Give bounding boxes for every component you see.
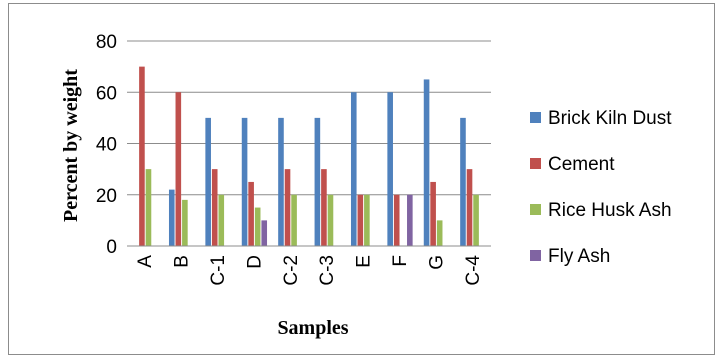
bar-fly-ash-f (407, 194, 413, 246)
legend-swatch (530, 158, 541, 169)
bar-cement-c-1 (211, 169, 218, 246)
bar-cement-c-3 (321, 169, 327, 246)
legend-swatch (530, 250, 541, 261)
bar-cement-b (175, 92, 182, 246)
bar-brick-kiln-dust-c-2 (278, 117, 284, 246)
x-tick-labels: A B C-1 D C-2 C-3 E F G C-4 (135, 255, 484, 286)
legend-label: Rice Husk Ash (548, 200, 672, 221)
legend-label: Cement (548, 154, 615, 175)
bar-brick-kiln-dust-c-4 (460, 117, 466, 246)
legend-label: Brick Kiln Dust (548, 108, 672, 129)
x-tick-label: C-4 (463, 255, 484, 286)
x-axis-title: Samples (277, 317, 348, 339)
chart-area: 0 20 40 60 80 A B C-1 D C-2 C-3 E F G C-4 Percent by … (8, 3, 715, 355)
bar-brick-kiln-dust-f (387, 92, 393, 246)
bar-rice-husk-ash-c-3 (327, 194, 334, 246)
y-axis-title: Percent by weight (60, 69, 82, 222)
bar-rice-husk-ash-e (364, 194, 370, 246)
x-tick-label: G (426, 255, 447, 270)
bar-brick-kiln-dust-c-3 (314, 117, 321, 246)
bar-rice-husk-ash-g (436, 220, 443, 246)
bar-brick-kiln-dust-b (168, 189, 175, 246)
bar-cement-a (139, 66, 145, 246)
bar-rice-husk-ash-a (145, 169, 152, 246)
x-tick-label: E (354, 255, 375, 268)
bar-cement-c-4 (466, 169, 473, 246)
bar-cement-c-2 (284, 169, 291, 246)
bar-cement-g (430, 181, 436, 246)
x-tick-label: D (244, 255, 265, 269)
legend: Brick Kiln Dust Cement Rice Husk Ash Fly As… (530, 108, 672, 267)
bar-rice-husk-ash-c-1 (218, 194, 225, 246)
bar-rice-husk-ash-c-2 (291, 194, 297, 246)
y-tick-label: 60 (96, 83, 117, 104)
x-tick-label: B (172, 255, 193, 268)
bar-brick-kiln-dust-d (241, 117, 248, 246)
y-tick-label: 40 (96, 135, 117, 156)
y-tick-label: 20 (96, 186, 117, 207)
gridlines (127, 40, 491, 196)
x-tick-label: A (135, 255, 156, 268)
bar-rice-husk-ash-d (254, 207, 261, 246)
y-tick-label: 80 (96, 32, 117, 53)
x-tick-label: C-2 (281, 255, 302, 286)
bar-chart: 0 20 40 60 80 A B C-1 D C-2 C-3 E F G C-4 Percent by … (60, 32, 672, 339)
legend-swatch (530, 112, 541, 123)
bar-brick-kiln-dust-e (350, 92, 357, 246)
y-tick-label: 0 (106, 237, 117, 258)
legend-label: Fly Ash (548, 246, 610, 267)
bar-cement-e (357, 194, 364, 246)
y-tick-labels: 0 20 40 60 80 (96, 32, 117, 258)
bar-fly-ash-d (261, 220, 268, 246)
x-tick-label: C-1 (208, 255, 229, 286)
bar-cement-d (248, 181, 254, 246)
legend-swatch (530, 204, 541, 215)
bars (139, 66, 479, 246)
x-tick-label: F (390, 255, 411, 267)
bar-brick-kiln-dust-c-1 (205, 117, 211, 246)
bar-brick-kiln-dust-g (423, 79, 430, 246)
bar-rice-husk-ash-b (182, 199, 188, 246)
bar-rice-husk-ash-c-4 (473, 194, 479, 246)
x-tick-label: C-3 (317, 255, 338, 286)
bar-cement-f (393, 194, 400, 246)
